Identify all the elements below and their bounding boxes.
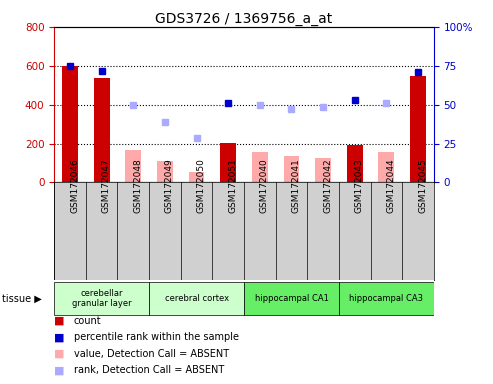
Text: GSM172041: GSM172041	[291, 158, 301, 213]
Text: ■: ■	[54, 316, 65, 326]
Text: hippocampal CA1: hippocampal CA1	[254, 294, 328, 303]
Title: GDS3726 / 1369756_a_at: GDS3726 / 1369756_a_at	[155, 12, 333, 26]
Bar	[157, 161, 173, 182]
Bar	[339, 282, 434, 315]
Bar	[189, 172, 205, 182]
Text: cerebral cortex: cerebral cortex	[165, 294, 229, 303]
Text: GSM172046: GSM172046	[70, 158, 79, 213]
Text: tissue ▶: tissue ▶	[2, 293, 42, 304]
Text: ■: ■	[54, 349, 65, 359]
Text: GSM172048: GSM172048	[133, 158, 142, 213]
Text: GSM172043: GSM172043	[355, 158, 364, 213]
Text: ■: ■	[54, 332, 65, 342]
Text: value, Detection Call = ABSENT: value, Detection Call = ABSENT	[74, 349, 229, 359]
Bar	[315, 157, 331, 182]
Bar	[62, 66, 78, 182]
Text: percentile rank within the sample: percentile rank within the sample	[74, 332, 239, 342]
Text: GSM172047: GSM172047	[102, 158, 111, 213]
Bar	[220, 142, 236, 182]
Bar	[94, 78, 109, 182]
Text: ■: ■	[54, 365, 65, 375]
Text: GSM172049: GSM172049	[165, 158, 174, 213]
Text: GSM172050: GSM172050	[197, 158, 206, 213]
Text: count: count	[74, 316, 102, 326]
Bar	[379, 152, 394, 182]
Text: GSM172040: GSM172040	[260, 158, 269, 213]
Bar	[410, 76, 426, 182]
Bar	[347, 146, 363, 182]
Bar	[125, 150, 141, 182]
Bar	[252, 152, 268, 182]
Bar	[283, 156, 299, 182]
Bar	[54, 282, 149, 315]
Text: cerebellar
granular layer: cerebellar granular layer	[72, 289, 132, 308]
Bar	[149, 282, 244, 315]
Text: hippocampal CA3: hippocampal CA3	[350, 294, 423, 303]
Text: GSM172042: GSM172042	[323, 158, 332, 213]
Bar	[244, 282, 339, 315]
Text: GSM172045: GSM172045	[418, 158, 427, 213]
Text: GSM172044: GSM172044	[387, 158, 395, 213]
Text: GSM172051: GSM172051	[228, 158, 237, 213]
Text: rank, Detection Call = ABSENT: rank, Detection Call = ABSENT	[74, 365, 224, 375]
